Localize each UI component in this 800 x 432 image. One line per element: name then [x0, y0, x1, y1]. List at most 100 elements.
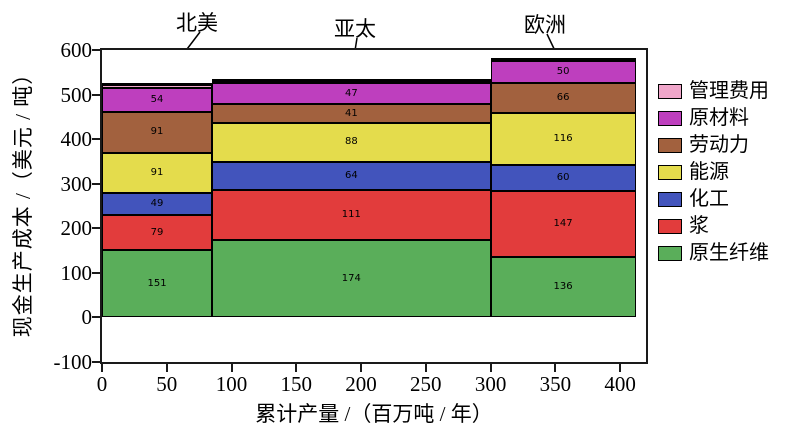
plot-area: 151 79 49 91 91 54 174 111 64 88 41 47 136 147 60 116 66… [100, 48, 648, 364]
legend-label-pulp: 浆 [689, 215, 709, 237]
y-tick-label: 0 [81, 305, 93, 330]
segment-value-label: 64 [344, 170, 358, 182]
bar-segment-north-america-pulp: 79 [102, 214, 213, 251]
x-tick-mark [165, 364, 168, 372]
bar-segment-north-america-admin [102, 83, 213, 88]
x-tick-mark [360, 364, 363, 372]
segment-value-label: 54 [150, 93, 164, 105]
segment-value-label: 41 [344, 107, 358, 119]
legend-label-admin: 管理费用 [689, 80, 769, 102]
legend-swatch-chemicals [658, 191, 682, 207]
segment-value-label: 147 [553, 218, 573, 230]
x-tick-label: 250 [410, 372, 442, 396]
x-tick-label: 50 [156, 372, 178, 396]
legend-item-pulp: 浆 [658, 215, 769, 237]
x-tick-mark [101, 364, 103, 372]
region-label-europe: 欧洲 [524, 13, 566, 37]
bar-segment-north-america-chemicals: 49 [102, 193, 213, 215]
x-tick-label: 400 [604, 372, 636, 396]
x-tick-label: 300 [474, 372, 507, 396]
segment-value-label: 66 [556, 92, 570, 104]
segment-value-label: 50 [556, 66, 570, 78]
bar-segment-europe-raw-materials: 50 [490, 61, 636, 84]
bar-segment-north-america-energy: 91 [102, 152, 213, 194]
x-tick-label: 100 [215, 372, 248, 396]
segment-value-label: 79 [150, 226, 164, 238]
segment-value-label: 88 [344, 136, 358, 148]
bar-segment-asia-pacific-admin [212, 78, 491, 84]
segment-value-label: 47 [344, 87, 358, 99]
legend: 管理费用原材料劳动力能源化工浆原生纤维 [658, 80, 769, 269]
bar-segment-asia-pacific-chemicals: 64 [212, 161, 491, 191]
x-tick-label: 350 [539, 372, 572, 396]
y-tick-mark [92, 227, 100, 230]
y-tick-mark [92, 93, 100, 96]
y-tick-label: 500 [60, 82, 93, 107]
bar-segment-europe-virgin-fiber: 136 [490, 256, 636, 318]
bar-segment-europe-admin [490, 57, 636, 62]
legend-label-energy: 能源 [689, 161, 729, 183]
segment-value-label: 174 [341, 272, 361, 284]
y-tick-mark [92, 138, 100, 141]
bar-segment-asia-pacific-virgin-fiber: 174 [212, 239, 491, 318]
region-label-north-america: 北美 [176, 11, 218, 35]
legend-item-chemicals: 化工 [658, 188, 769, 210]
legend-label-raw-materials: 原材料 [689, 107, 749, 129]
legend-swatch-labor [658, 137, 682, 153]
bar-segment-asia-pacific-raw-materials: 47 [212, 83, 491, 105]
segment-value-label: 116 [553, 132, 573, 144]
segment-value-label: 91 [150, 166, 164, 178]
x-tick-label: 200 [345, 372, 377, 396]
legend-swatch-raw-materials [658, 110, 682, 126]
segment-value-label: 151 [147, 277, 167, 289]
x-tick-mark [619, 364, 622, 372]
bar-segment-asia-pacific-labor: 41 [212, 104, 491, 123]
y-tick-mark [92, 361, 100, 363]
x-tick-mark [230, 364, 233, 372]
legend-label-labor: 劳动力 [689, 134, 749, 156]
legend-swatch-admin [658, 83, 682, 99]
y-tick-mark [92, 182, 100, 185]
y-axis-title: 现金生产成本 /（美元 / 吨） [11, 62, 35, 338]
bar-segment-north-america-raw-materials: 54 [102, 87, 213, 112]
legend-swatch-energy [658, 164, 682, 180]
segment-value-label: 60 [556, 171, 570, 183]
y-tick-label: 200 [60, 216, 93, 241]
legend-item-virgin-fiber: 原生纤维 [658, 242, 769, 264]
region-label-asia-pacific: 亚太 [334, 17, 376, 41]
y-tick-label: 400 [60, 127, 93, 152]
bar-segment-europe-chemicals: 60 [490, 164, 636, 192]
segment-value-label: 111 [341, 209, 361, 221]
bar-segment-europe-labor: 66 [490, 83, 636, 113]
y-tick-mark [92, 271, 100, 274]
y-tick-mark [92, 49, 100, 51]
y-tick-mark [92, 316, 100, 319]
legend-swatch-virgin-fiber [658, 245, 682, 261]
legend-item-raw-materials: 原材料 [658, 107, 769, 129]
y-tick-label: 600 [60, 38, 93, 62]
y-tick-label: 100 [60, 260, 93, 285]
bar-segment-north-america-labor: 91 [102, 111, 213, 153]
x-axis-title: 累计产量 /（百万吨 / 年） [255, 402, 493, 426]
bar-segment-asia-pacific-energy: 88 [212, 122, 491, 162]
x-tick-label: 0 [96, 372, 108, 396]
bar-segment-europe-energy: 116 [490, 112, 636, 165]
y-tick-label: 300 [60, 171, 93, 196]
legend-label-virgin-fiber: 原生纤维 [689, 242, 769, 264]
x-tick-mark [424, 364, 427, 372]
legend-item-energy: 能源 [658, 161, 769, 183]
x-tick-label: 150 [280, 372, 313, 396]
y-tick-label: -100 [53, 350, 93, 374]
bar-segment-asia-pacific-pulp: 111 [212, 190, 491, 240]
x-tick-mark [489, 364, 492, 372]
bar-segment-north-america-virgin-fiber: 151 [102, 250, 213, 318]
segment-value-label: 136 [553, 281, 573, 293]
x-tick-mark [295, 364, 298, 372]
segment-value-label: 49 [150, 197, 164, 209]
legend-swatch-pulp [658, 218, 682, 234]
segment-value-label: 91 [150, 126, 164, 138]
x-tick-mark [554, 364, 557, 372]
legend-label-chemicals: 化工 [689, 188, 729, 210]
legend-item-labor: 劳动力 [658, 134, 769, 156]
